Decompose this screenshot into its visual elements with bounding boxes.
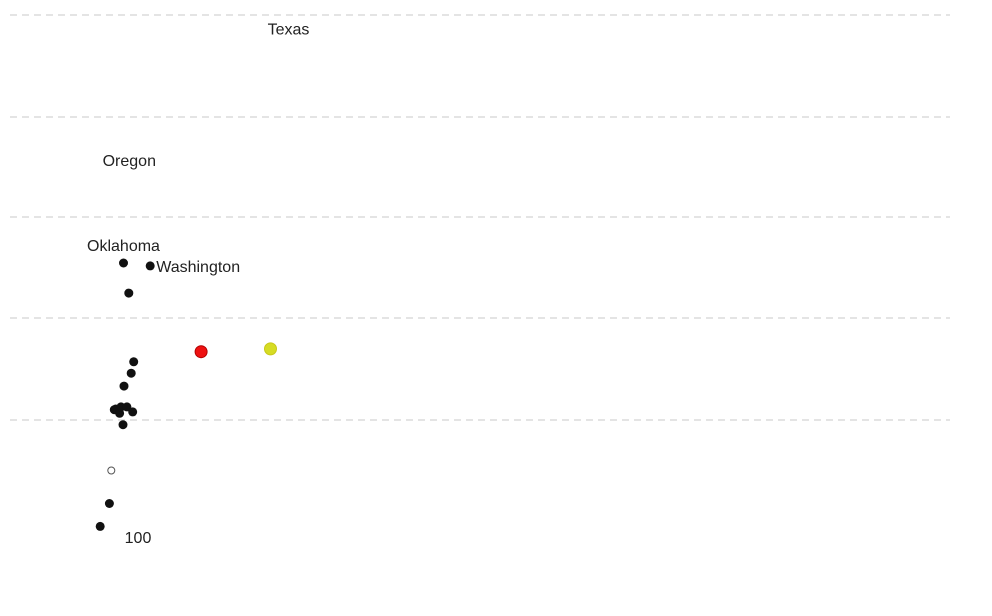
x-tick-labels: 100: [125, 530, 152, 547]
point-washington: [145, 261, 155, 271]
data-point: [128, 407, 138, 417]
data-point: [126, 368, 136, 378]
data-point: [119, 381, 129, 391]
data-points: [95, 258, 277, 531]
data-point: [95, 521, 105, 531]
data-point: [194, 345, 208, 359]
data-point: [264, 342, 277, 356]
point-labels: Oklahoma Washington Oregon Texas: [87, 21, 309, 276]
x-tick-label: 100: [125, 530, 152, 547]
point-label-oregon: Oregon: [103, 153, 156, 170]
data-point: [124, 288, 134, 298]
point-label-washington: Washington: [156, 259, 240, 276]
point-oklahoma: [119, 258, 128, 268]
point-label-oklahoma: Oklahoma: [87, 238, 160, 255]
gridlines: [10, 14, 950, 421]
data-point: [129, 357, 139, 367]
data-point: [107, 466, 116, 475]
data-point: [118, 420, 128, 430]
point-label-texas: Texas: [268, 21, 310, 38]
data-point: [104, 499, 114, 508]
